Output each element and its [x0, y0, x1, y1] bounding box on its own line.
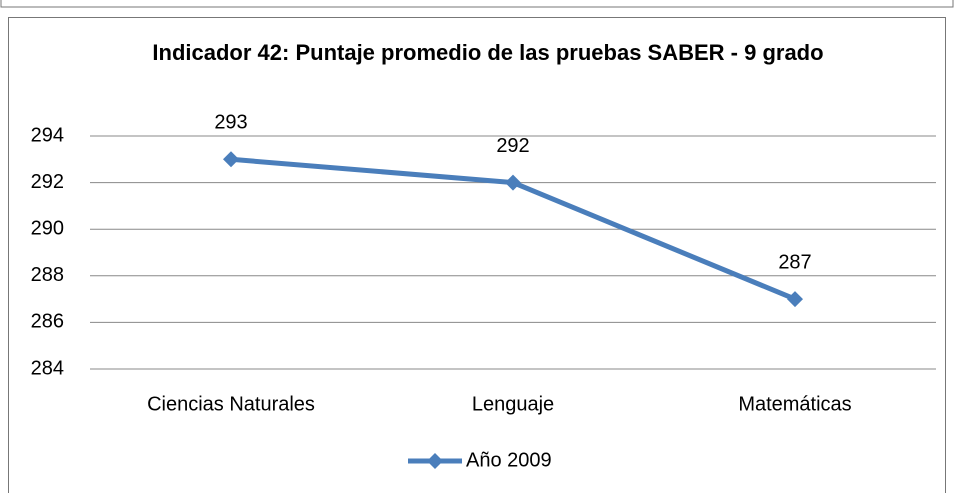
y-tick-label: 290: [31, 217, 64, 239]
y-tick-label: 292: [31, 171, 64, 193]
data-label: 293: [214, 112, 247, 134]
legend-marker: [427, 453, 443, 469]
y-tick-label: 284: [31, 357, 64, 379]
y-tick-label: 288: [31, 264, 64, 286]
data-label: 292: [496, 135, 529, 157]
data-label: 287: [778, 251, 811, 273]
x-tick-label: Lenguaje: [472, 393, 554, 415]
y-tick-label: 294: [31, 124, 64, 146]
outer-frame: [0, 0, 954, 8]
chart-frame: [8, 17, 946, 493]
x-tick-label: Matemáticas: [738, 393, 851, 415]
y-tick-label: 286: [31, 311, 64, 333]
legend-label: Año 2009: [466, 449, 552, 471]
data-point: [505, 174, 521, 191]
data-point: [787, 291, 803, 308]
x-tick-label: Ciencias Naturales: [147, 393, 315, 415]
data-point: [223, 151, 239, 168]
chart-title: Indicador 42: Puntaje promedio de las pr…: [152, 40, 824, 65]
